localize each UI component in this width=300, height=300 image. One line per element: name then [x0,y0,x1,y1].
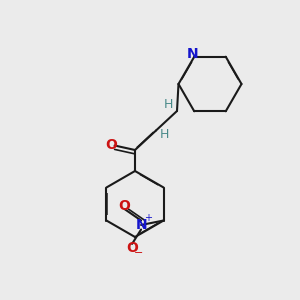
Text: H: H [164,98,173,112]
Text: H: H [160,128,169,142]
Text: N: N [135,218,147,232]
Text: O: O [126,241,138,254]
Text: O: O [118,199,130,212]
Text: −: − [134,248,143,258]
Text: +: + [144,213,152,224]
Text: O: O [105,139,117,152]
Text: N: N [187,47,199,61]
